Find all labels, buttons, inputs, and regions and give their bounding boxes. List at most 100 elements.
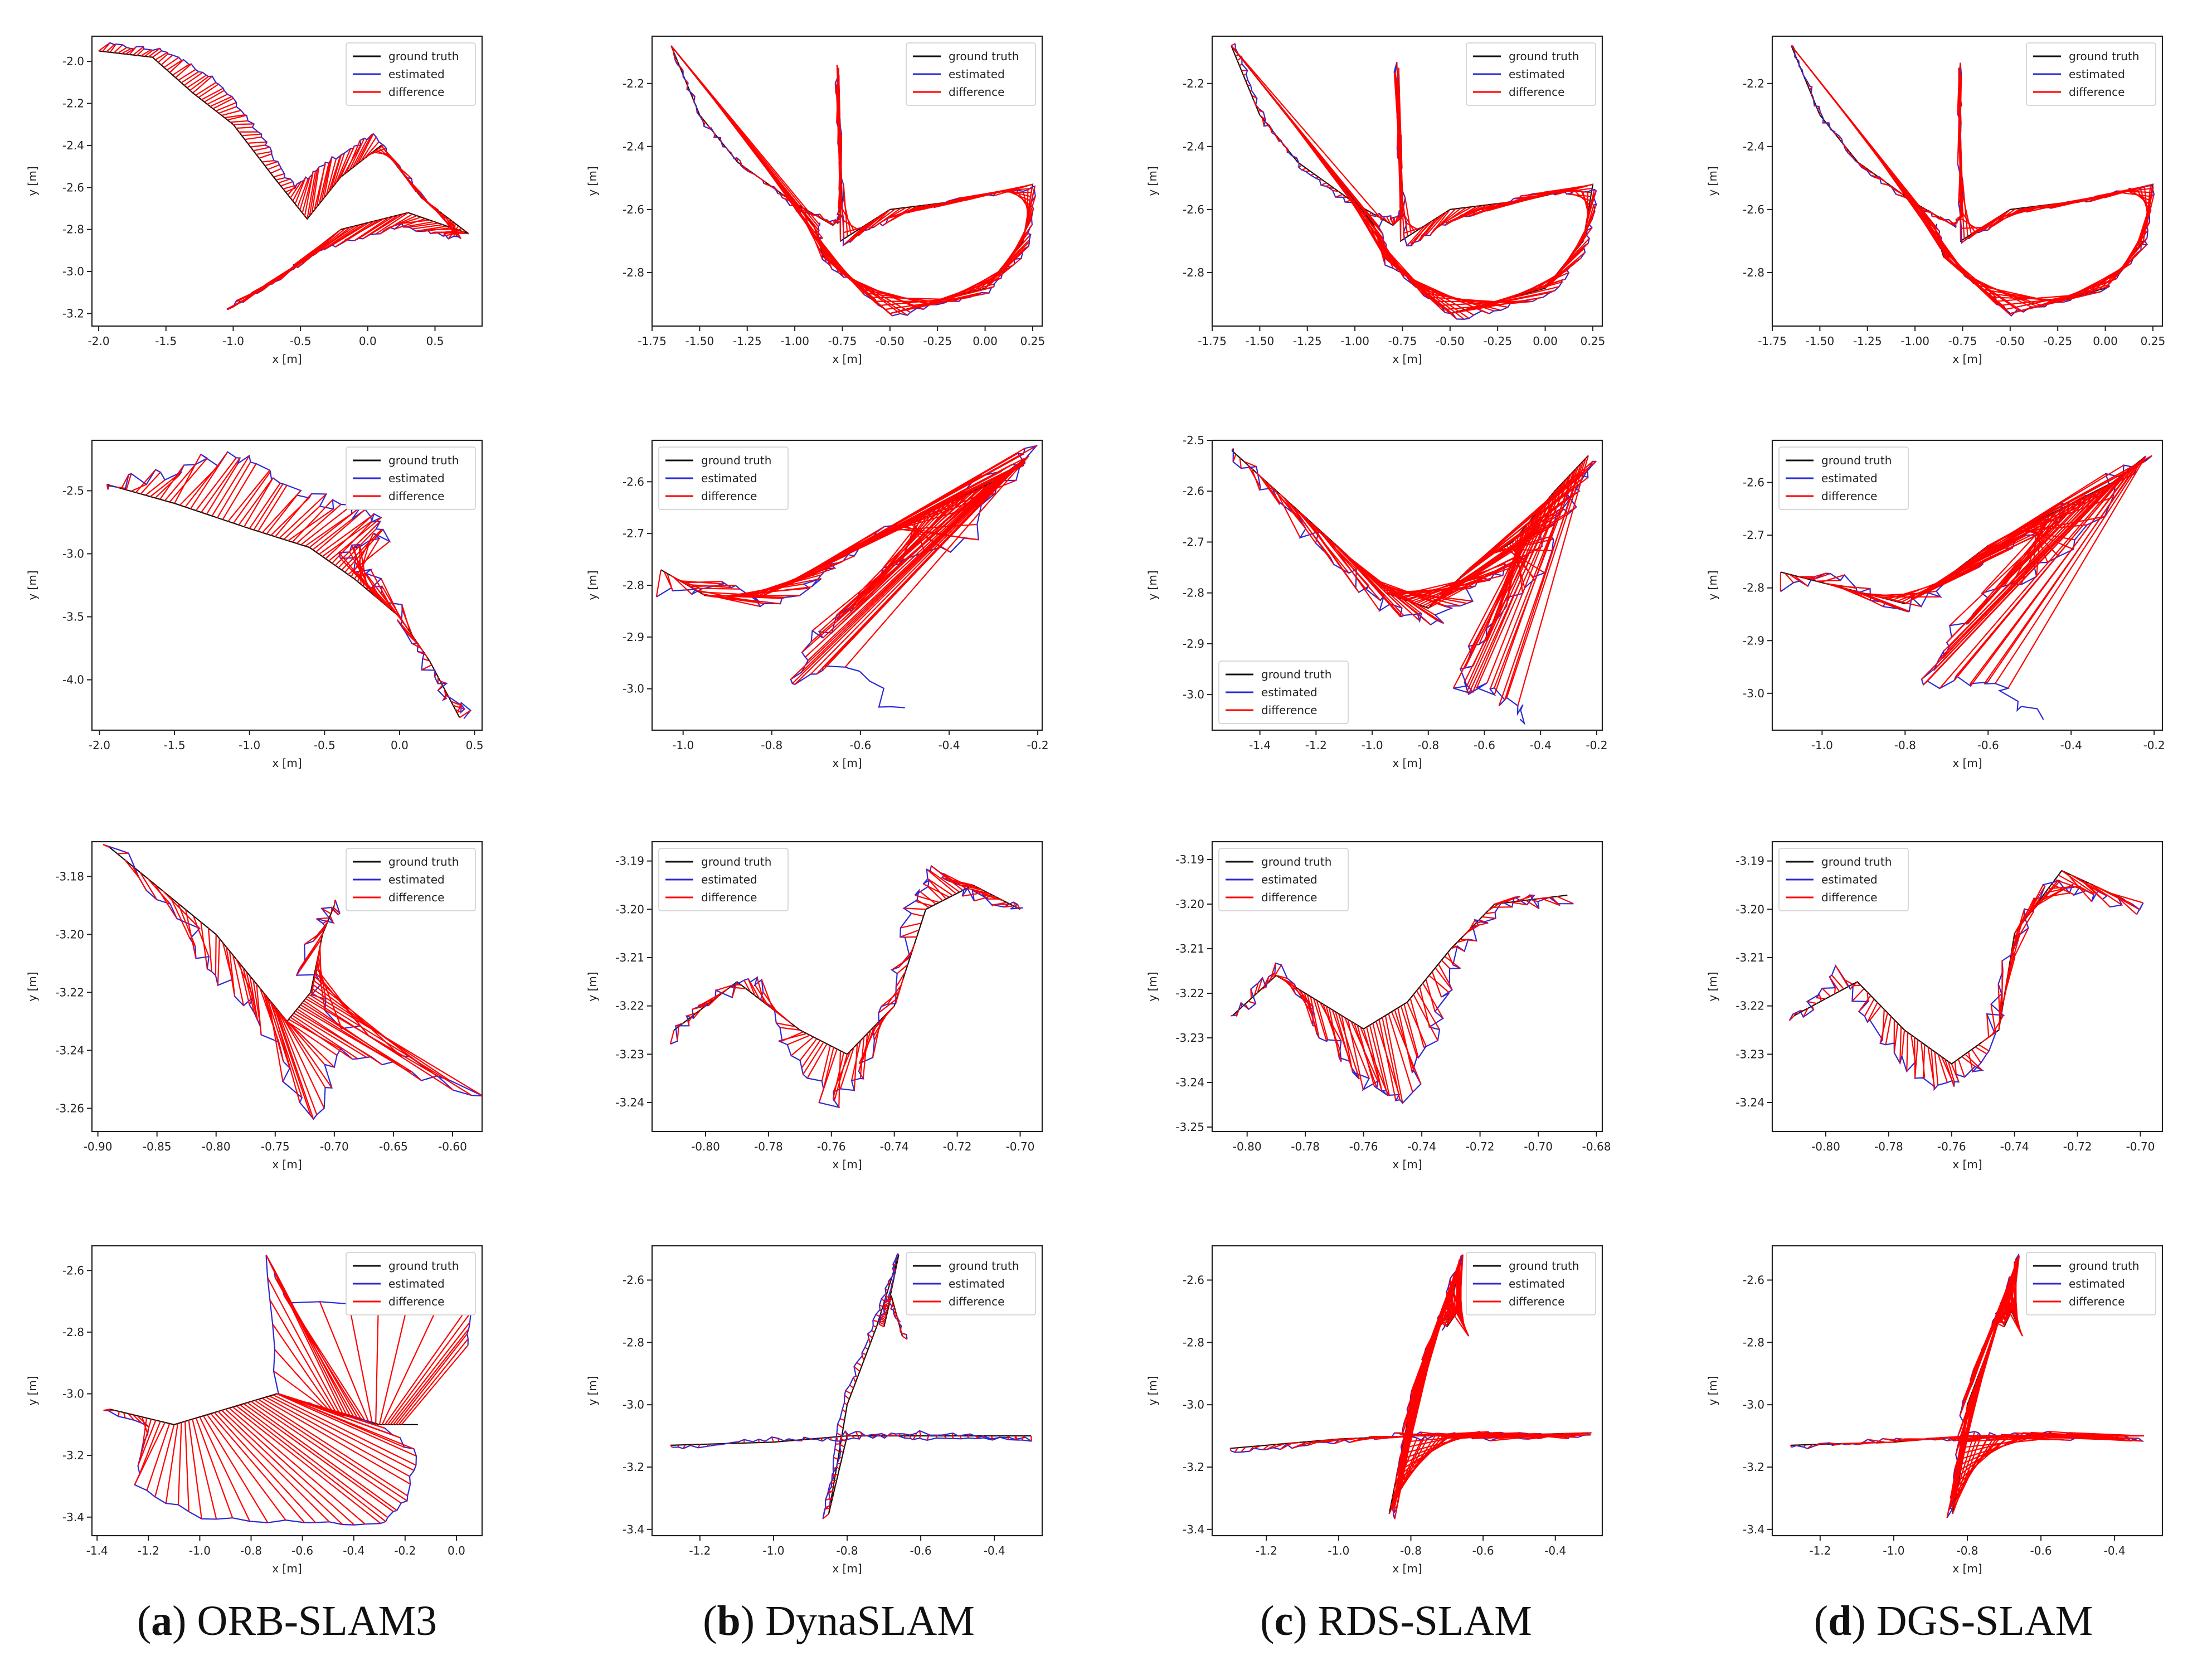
difference-segment [1278,138,1282,142]
difference-segment [873,207,901,228]
difference-segment [201,88,224,100]
difference-segment [195,82,216,96]
difference-segment [1952,1435,1982,1514]
legend-ground-truth-label: ground truth [1261,668,1331,681]
difference-segment [918,1435,922,1439]
difference-segment [207,928,212,972]
difference-segment [712,131,716,135]
difference-segment [1817,106,1820,110]
difference-segment [124,859,140,878]
difference-segment [909,943,915,957]
difference-segment [2004,1302,2024,1337]
difference-segment [222,463,257,520]
difference-segment [256,150,272,156]
difference-segment [1232,454,1237,462]
y-tick-label: -3.20 [1736,902,1764,916]
difference-segment [824,219,831,225]
difference-segment [1990,1004,1996,1033]
difference-segment [1400,1006,1418,1057]
x-tick-label: -1.0 [1811,739,1833,752]
difference-segment [141,1416,149,1434]
difference-segment [1899,1026,1902,1064]
difference-segment [1586,189,1595,221]
difference-segment [1374,227,1394,269]
difference-segment [225,946,235,992]
difference-segment [839,173,845,239]
difference-segment [433,668,436,671]
x-tick-label: -0.8 [836,1544,858,1557]
x-tick-label: -1.0 [189,1544,211,1557]
difference-segment [1240,1446,1246,1453]
difference-segment [1421,213,1443,237]
x-tick-label: -0.4 [938,739,960,752]
legend-estimated-label: estimated [1509,67,1565,81]
difference-segment [135,469,156,493]
difference-segment [378,1305,409,1425]
difference-segment [857,1435,860,1440]
difference-segment [257,485,288,532]
difference-segment [885,1295,892,1298]
difference-segment [944,1435,947,1439]
difference-segment [1370,213,1374,216]
y-axis-label: y [m] [1706,570,1719,600]
difference-segment [898,1324,902,1327]
x-axis-label: x [m] [272,352,302,366]
difference-segment [1821,988,1831,997]
difference-lines [106,451,471,718]
difference-segment [825,1497,832,1501]
difference-segment [1335,193,1343,198]
difference-segment [912,1435,916,1440]
difference-segment [871,1330,875,1333]
difference-segment [902,1336,908,1340]
difference-segment [247,1402,397,1511]
difference-segment [818,1048,838,1103]
difference-segment [357,540,371,582]
difference-segment [394,218,426,230]
difference-segment [215,101,237,112]
difference-segment [1025,187,1033,221]
y-tick-label: -3.25 [1175,1120,1204,1134]
difference-segment [2121,230,2148,269]
x-tick-label: -1.00 [1340,334,1369,348]
y-tick-label: -3.0 [1743,687,1764,700]
difference-segment [269,1299,336,1412]
difference-lines [1791,45,2155,317]
difference-segment [1241,58,1380,227]
difference-segment [369,213,404,236]
difference-segment [1879,1012,1888,1043]
difference-segment [232,955,245,1006]
difference-segment [1392,217,1395,224]
difference-segment [839,1418,845,1421]
difference-segment [1346,555,1404,616]
difference-segment [244,477,274,527]
difference-segment [268,164,280,171]
x-tick-label: -1.25 [1853,334,1882,348]
difference-segment [837,1433,843,1437]
difference-segment [853,1377,857,1383]
difference-segment [893,1310,896,1315]
difference-segment [232,471,271,524]
difference-segment [1288,983,1296,994]
difference-segment [769,185,775,190]
difference-segment [319,516,371,555]
difference-segment [1990,208,2016,227]
difference-segment [1281,142,1285,146]
difference-segment [1262,118,1265,127]
difference-segment [325,222,366,250]
difference-segment [833,1050,852,1093]
y-tick-label: -2.8 [623,1336,644,1349]
legend-difference-label: difference [1509,1295,1564,1308]
difference-segment [879,1322,885,1325]
difference-segment [835,221,838,224]
difference-segment [881,992,900,1007]
difference-segment [2083,880,2111,907]
difference-segment [1013,901,1018,908]
difference-segment [879,1309,882,1312]
legend-ground-truth-label: ground truth [1509,50,1579,63]
x-axis-label: x [m] [1392,1158,1422,1171]
difference-segment [820,1438,823,1441]
difference-segment [680,58,819,227]
difference-segment [229,950,236,997]
difference-segment [825,1505,830,1508]
difference-segment [996,187,1032,192]
